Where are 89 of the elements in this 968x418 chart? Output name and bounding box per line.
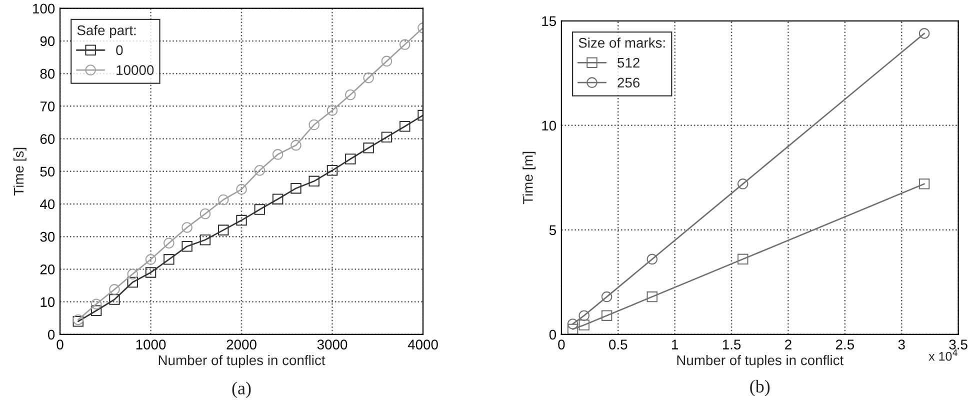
x-tick-label: 2.5 xyxy=(836,340,854,350)
y-tick-label: 20 xyxy=(40,264,55,274)
point xyxy=(737,178,748,190)
x-tick-label: 1000 xyxy=(136,340,166,350)
point xyxy=(567,318,578,330)
point xyxy=(218,224,229,236)
point xyxy=(646,254,658,265)
text: x 10$^{4}$ xyxy=(928,349,958,361)
text: (b) xyxy=(750,380,770,396)
x-axis-title: Number of tuples in conflict xyxy=(158,354,326,368)
legend-label: 10000 xyxy=(116,65,154,76)
point xyxy=(399,121,410,132)
x-axis-title: Number of tuples in conflict xyxy=(677,354,844,368)
y-tick-label: 0 xyxy=(549,330,556,340)
x-tick-label: 1.5 xyxy=(722,340,741,350)
y-tick-label: 5 xyxy=(549,225,556,236)
x-tick-label: 3 xyxy=(898,340,905,350)
point xyxy=(578,320,590,330)
y-tick-label: 100 xyxy=(33,4,55,14)
y-axis-title: Time [m] xyxy=(522,152,536,204)
x-tick-label: 2 xyxy=(785,340,792,350)
point xyxy=(254,204,266,215)
y-tick-label: 60 xyxy=(40,134,55,144)
point xyxy=(145,254,156,265)
y-tick-label: 80 xyxy=(40,68,55,79)
y-tick-label: 70 xyxy=(40,102,55,112)
point xyxy=(109,294,120,305)
x-tick-label: 3.5 xyxy=(949,340,968,350)
point xyxy=(308,119,320,130)
point xyxy=(164,238,174,248)
y-tick-label: 30 xyxy=(40,232,55,242)
point xyxy=(127,268,138,280)
point xyxy=(308,176,320,187)
point xyxy=(345,89,356,100)
point xyxy=(326,165,338,176)
point xyxy=(145,267,156,278)
point xyxy=(326,105,338,116)
y-tick-label: 0 xyxy=(48,330,55,340)
y-tick-label: 10 xyxy=(40,297,55,307)
point xyxy=(90,298,102,310)
y-axis-title: Time [s] xyxy=(13,148,26,196)
x-tick-label: 0 xyxy=(56,340,64,350)
point xyxy=(918,28,930,39)
point xyxy=(918,178,930,190)
point xyxy=(345,154,356,164)
y-tick-label: 40 xyxy=(40,199,55,210)
legend-label: 512 xyxy=(618,58,640,68)
point xyxy=(109,284,120,295)
y-tick-label: 15 xyxy=(542,16,556,26)
x-tick-label: 3000 xyxy=(317,340,348,350)
x-tick-label: 0.5 xyxy=(609,340,628,350)
point xyxy=(254,165,266,176)
point xyxy=(381,56,392,67)
point xyxy=(182,222,192,233)
point xyxy=(218,194,229,206)
point xyxy=(381,132,392,143)
point xyxy=(578,310,590,321)
point xyxy=(164,254,174,265)
point xyxy=(182,240,192,252)
point xyxy=(646,291,658,302)
point xyxy=(272,194,284,204)
point xyxy=(236,184,247,195)
point xyxy=(90,305,102,316)
y-tick-label: 10 xyxy=(542,120,556,131)
legend-label: 0 xyxy=(116,45,123,56)
x-tick-label: 0 xyxy=(558,340,565,350)
x-tick-label: 1 xyxy=(672,340,678,350)
point xyxy=(737,254,748,265)
point xyxy=(290,140,302,151)
x-tick-label: 2000 xyxy=(226,340,256,350)
y-tick-label: 90 xyxy=(40,36,55,46)
text: (a) xyxy=(232,382,251,398)
point xyxy=(601,291,612,302)
point xyxy=(363,142,374,154)
point xyxy=(200,234,211,246)
legend-title: Safe part: xyxy=(77,25,136,38)
point xyxy=(363,72,374,84)
legend-title: Size of marks: xyxy=(578,38,665,48)
legend-label: 256 xyxy=(618,78,640,88)
point xyxy=(601,310,612,321)
x-tick-label: 4000 xyxy=(408,340,438,350)
y-tick-label: 50 xyxy=(40,166,55,177)
point xyxy=(272,149,284,160)
point xyxy=(290,182,302,194)
point xyxy=(567,324,578,334)
point xyxy=(200,208,211,220)
point xyxy=(236,214,247,226)
point xyxy=(127,276,138,288)
point xyxy=(399,39,410,50)
